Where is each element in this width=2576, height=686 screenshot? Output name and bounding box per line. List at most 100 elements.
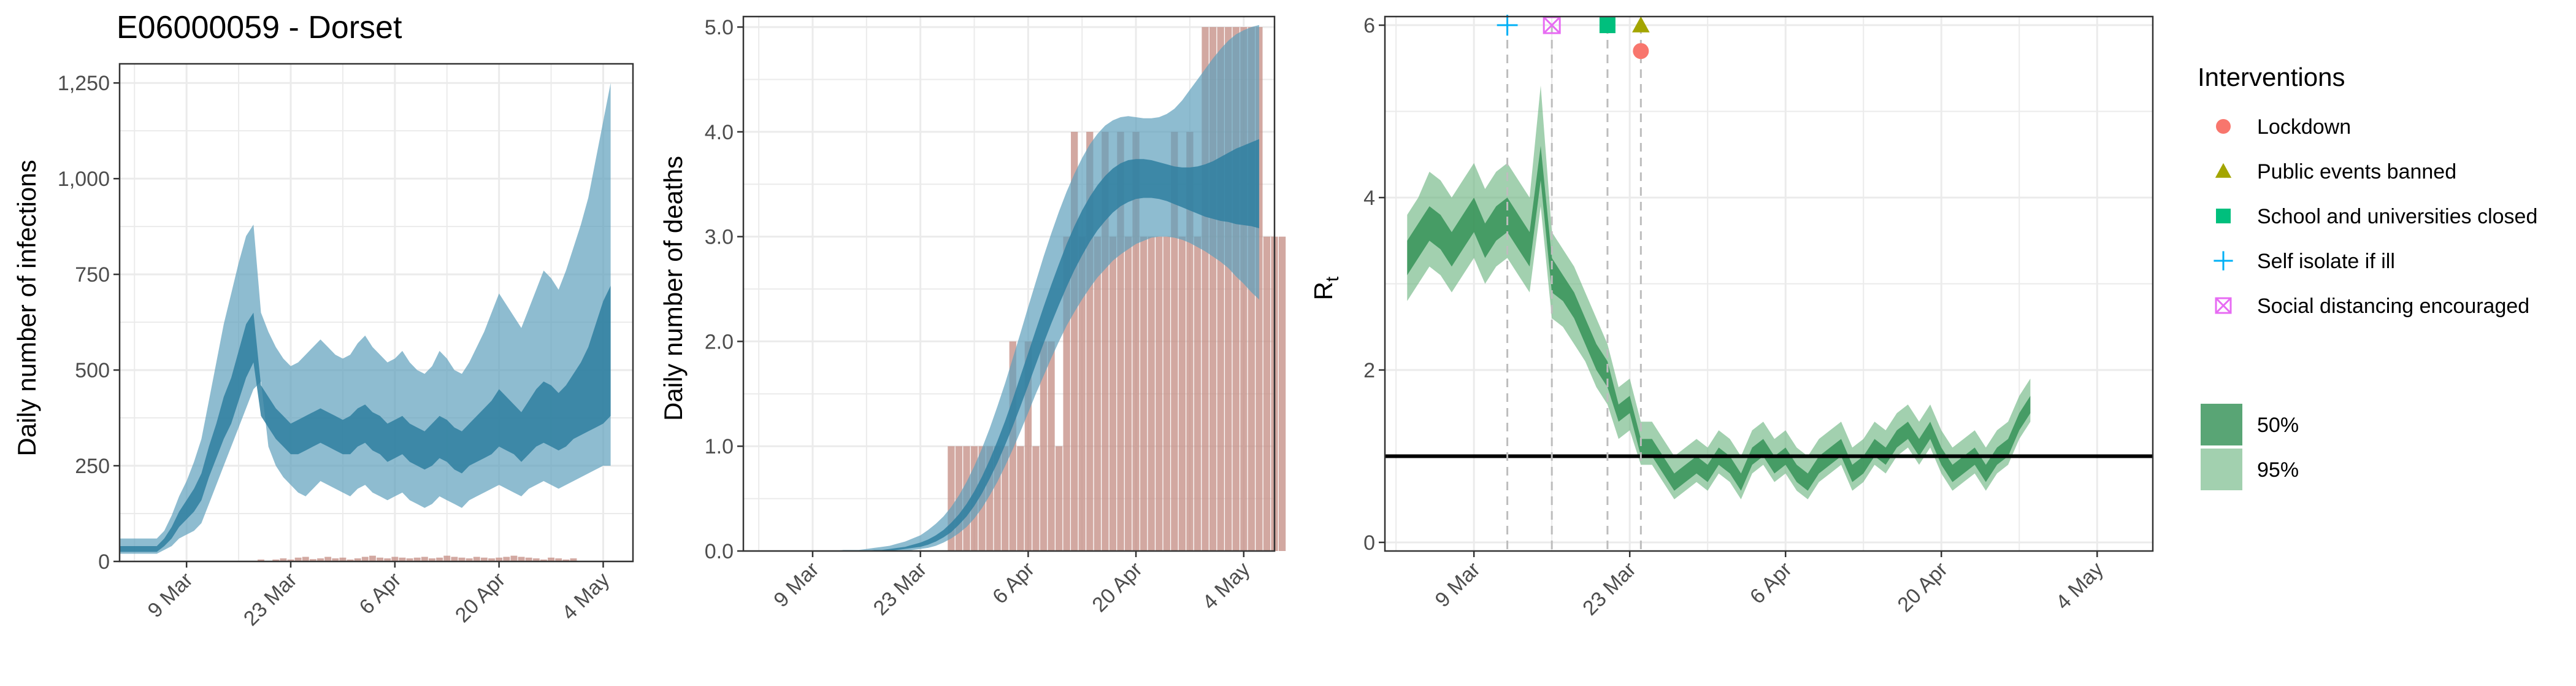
deaths-panel: 0.0 1.0 2.0 3.0 4.0 5.0 9 Mar 23 Mar 6 Apr 20 Apr…: [705, 15, 1286, 620]
band-50: [813, 139, 1259, 552]
bar: [488, 558, 495, 561]
bar: [1156, 236, 1163, 551]
x-tick-label: 9 Mar: [143, 568, 197, 622]
band-50: [120, 285, 611, 552]
bar: [1102, 131, 1109, 552]
rt-y-axis-label: Rt: [1309, 276, 1343, 300]
bar: [287, 559, 294, 561]
bar: [570, 558, 577, 561]
bar: [1140, 236, 1148, 551]
infections-y-axis-label: Daily number of infections: [12, 160, 41, 456]
bar: [272, 559, 280, 561]
x-tick-label: 6 Apr: [355, 568, 405, 619]
legend-symbol-plus: [2214, 251, 2233, 271]
bar: [1186, 131, 1194, 552]
legend-label: Lockdown: [2257, 115, 2351, 139]
bar: [510, 555, 518, 561]
bar: [1124, 236, 1132, 551]
bar: [1217, 27, 1224, 551]
band-95: [1407, 85, 2031, 499]
x-tick-label: 4 May: [2052, 558, 2108, 614]
band-95: [813, 25, 1259, 551]
bar: [1071, 131, 1078, 552]
y-tick-label: 5.0: [705, 16, 734, 39]
bar: [258, 559, 264, 561]
bar: [1078, 236, 1086, 551]
x-tick-label: 4 May: [558, 568, 614, 625]
y-tick-label: 0.0: [705, 540, 734, 563]
legend-intervention-items: Lockdown Public events banned School and u…: [2214, 115, 2537, 318]
panel-border: [742, 15, 1276, 552]
bar: [548, 557, 555, 561]
bar: [473, 557, 480, 561]
bar: [332, 558, 339, 561]
x-tick-label: 20 Apr: [1893, 558, 1952, 617]
y-tick-label: 1,250: [58, 72, 110, 95]
bar: [294, 557, 302, 561]
x-tick-label: 9 Mar: [769, 558, 823, 612]
rt-y-axis-label-main: R: [1309, 282, 1338, 300]
bar: [280, 558, 287, 561]
bar: [525, 557, 532, 561]
bar: [1202, 27, 1209, 551]
legend-label: Public events banned: [2257, 160, 2456, 183]
y-tick-label: 1.0: [705, 435, 734, 458]
bar: [1194, 236, 1202, 551]
legend-band-label: 50%: [2257, 414, 2299, 437]
bar: [1240, 27, 1248, 551]
y-tick-label: 250: [75, 455, 110, 478]
legend-band-swatch: [2201, 404, 2242, 445]
x-tick-label: 23 Mar: [239, 568, 302, 631]
bar: [1109, 236, 1117, 551]
bar: [406, 558, 413, 561]
y-tick-label: 4.0: [705, 121, 734, 144]
bar: [1063, 236, 1070, 551]
svg-text:Rt: Rt: [1309, 276, 1343, 300]
x-tick-label: 6 Apr: [988, 558, 1039, 609]
bar: [496, 557, 503, 561]
bar: [1178, 236, 1186, 551]
bar: [1002, 446, 1009, 551]
band-95: [120, 83, 611, 554]
bar: [518, 557, 525, 561]
bar: [391, 557, 399, 561]
bar: [1048, 341, 1055, 551]
bar: [1171, 131, 1178, 552]
bar: [540, 559, 547, 561]
bar: [555, 558, 562, 561]
y-tick-label: 0: [1363, 531, 1375, 555]
bar: [451, 557, 458, 561]
bar: [369, 555, 376, 561]
bar: [1055, 446, 1063, 551]
bar: [1094, 236, 1101, 551]
bar: [361, 557, 369, 561]
bar: [480, 557, 488, 561]
bar: [532, 558, 540, 561]
infections-panel: 0 250 500 750 1,000 1,250 9 Mar 23 Mar 6 Apr 20 A…: [58, 63, 634, 631]
bar: [436, 557, 443, 561]
x-tick-label: 20 Apr: [1087, 558, 1146, 617]
x-tick-label: 9 Mar: [1430, 558, 1484, 612]
deaths-y-axis-label: Daily number of deaths: [659, 156, 688, 421]
bar: [458, 557, 466, 561]
intervention-marker: [1497, 15, 1518, 36]
bar: [1263, 236, 1271, 551]
y-tick-label: 2.0: [705, 330, 734, 353]
bar: [466, 558, 473, 561]
bar: [562, 559, 570, 561]
bar: [324, 557, 332, 561]
intervention-marker: [1632, 16, 1650, 33]
bar: [1040, 341, 1048, 551]
bar: [1086, 131, 1094, 552]
legend-band-swatch: [2201, 449, 2242, 490]
legend-band-label: 95%: [2257, 458, 2299, 482]
legend-symbol-triangle: [2215, 163, 2232, 178]
bar: [1209, 27, 1217, 551]
y-tick-label: 2: [1363, 359, 1375, 382]
legend-title: Interventions: [2198, 63, 2345, 91]
bar: [1024, 341, 1032, 551]
bar: [1117, 131, 1124, 552]
bar: [1132, 131, 1140, 552]
legend-symbol-square-x: [2215, 297, 2232, 314]
